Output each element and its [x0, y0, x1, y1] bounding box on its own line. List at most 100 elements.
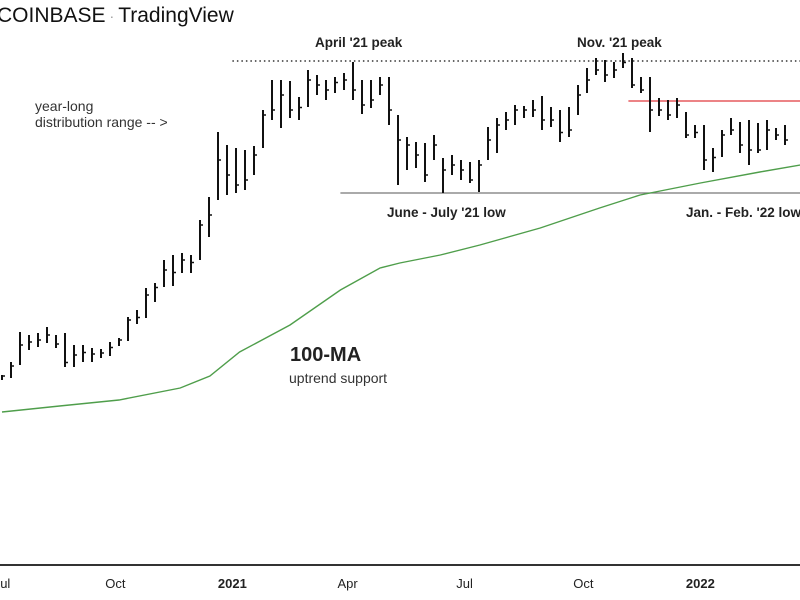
price-bar: [316, 75, 320, 95]
price-bar: [631, 58, 635, 88]
price-bar: [262, 110, 266, 148]
price-bar: [505, 112, 509, 130]
price-bar: [235, 148, 239, 193]
price-bar: [667, 100, 671, 120]
price-bar: [559, 110, 563, 142]
price-bar: [352, 62, 356, 100]
price-bar: [163, 260, 167, 287]
price-bar: [775, 128, 779, 140]
price-bar: [343, 73, 347, 90]
price-bar: [73, 345, 77, 367]
price-bar: [397, 115, 401, 185]
x-tick-label: Oct: [105, 576, 126, 591]
horizontal-levels: [232, 60, 800, 194]
price-bar: [640, 77, 644, 93]
price-bar: [289, 81, 293, 118]
title-separator: ·: [109, 8, 115, 25]
price-bar: [415, 142, 419, 168]
ohlc-bars: [1, 53, 788, 380]
price-bar: [784, 125, 788, 145]
price-bar: [46, 327, 50, 343]
price-bar: [298, 97, 302, 120]
price-bar: [226, 145, 230, 195]
price-bar: [532, 100, 536, 117]
price-bar: [757, 123, 761, 153]
price-bar: [217, 132, 221, 200]
platform-name: TradingView: [118, 4, 234, 27]
x-tick-label: 2021: [217, 576, 247, 591]
price-bar: [442, 158, 446, 193]
price-bar: [748, 120, 752, 165]
price-bar: [10, 362, 14, 378]
ma-title: 100-MA: [290, 344, 362, 366]
price-bar: [451, 155, 455, 175]
price-bar: [577, 85, 581, 115]
winter-low-label: Jan. - Feb. '22 low: [686, 205, 800, 220]
price-bar: [334, 77, 338, 93]
price-bar: [694, 125, 698, 138]
price-bar: [55, 335, 59, 348]
price-bar: [172, 255, 176, 286]
price-bar: [244, 150, 248, 190]
price-bar: [370, 80, 374, 108]
price-bar: [1, 375, 5, 380]
price-bar: [496, 118, 500, 153]
x-tick-label: Jul: [0, 576, 11, 591]
price-bar: [523, 106, 527, 118]
price-bar: [469, 162, 473, 183]
x-tick-label: Oct: [573, 576, 594, 591]
x-tick-label: 2022: [685, 576, 715, 591]
price-bar: [478, 160, 482, 192]
price-bar: [37, 333, 41, 347]
price-bar: [199, 220, 203, 260]
price-bar: [109, 342, 113, 356]
price-bar: [424, 143, 428, 182]
price-bar: [307, 70, 311, 107]
price-bar: [82, 345, 86, 362]
price-bar: [271, 80, 275, 120]
price-bar: [568, 107, 572, 137]
range-label-line2: distribution range -- >: [35, 114, 168, 130]
price-bar: [100, 349, 104, 358]
price-bar: [712, 148, 716, 172]
price-bar: [487, 127, 491, 160]
price-bar: [658, 98, 662, 116]
price-bar: [190, 255, 194, 273]
price-bar: [208, 197, 212, 237]
price-bar: [514, 105, 518, 125]
price-bar: [766, 120, 770, 150]
price-bar: [64, 333, 68, 367]
price-bar: [28, 335, 32, 350]
moving-average-line: [1, 164, 800, 413]
price-bar: [127, 317, 131, 341]
nov-peak-label: Nov. '21 peak: [577, 35, 662, 50]
price-bar: [586, 68, 590, 93]
range-label-line1: year-long: [35, 98, 94, 114]
price-bar: [649, 77, 653, 132]
price-bar: [388, 77, 392, 125]
exchange-name: COINBASE: [0, 4, 106, 27]
summer-low-label: June - July '21 low: [387, 205, 506, 220]
price-bar: [280, 80, 284, 128]
price-bar: [253, 146, 257, 175]
price-bar: [739, 122, 743, 153]
price-bar: [433, 135, 437, 160]
price-bar: [550, 107, 554, 127]
x-tick-label: Jul: [456, 576, 473, 591]
price-bar: [730, 118, 734, 135]
price-bar: [622, 53, 626, 68]
price-bar: [460, 160, 464, 180]
ma-subtitle: uptrend support: [289, 370, 388, 386]
price-bar: [685, 112, 689, 138]
chart-title: COINBASE · TradingView: [0, 4, 234, 28]
price-bar: [91, 348, 95, 362]
x-tick-label: Apr: [337, 576, 358, 591]
price-bar: [613, 62, 617, 78]
price-bar: [181, 253, 185, 273]
price-bar: [118, 338, 122, 346]
price-bar: [541, 96, 545, 130]
price-bar: [406, 137, 410, 170]
price-bar: [361, 80, 365, 114]
price-bar: [154, 283, 158, 302]
